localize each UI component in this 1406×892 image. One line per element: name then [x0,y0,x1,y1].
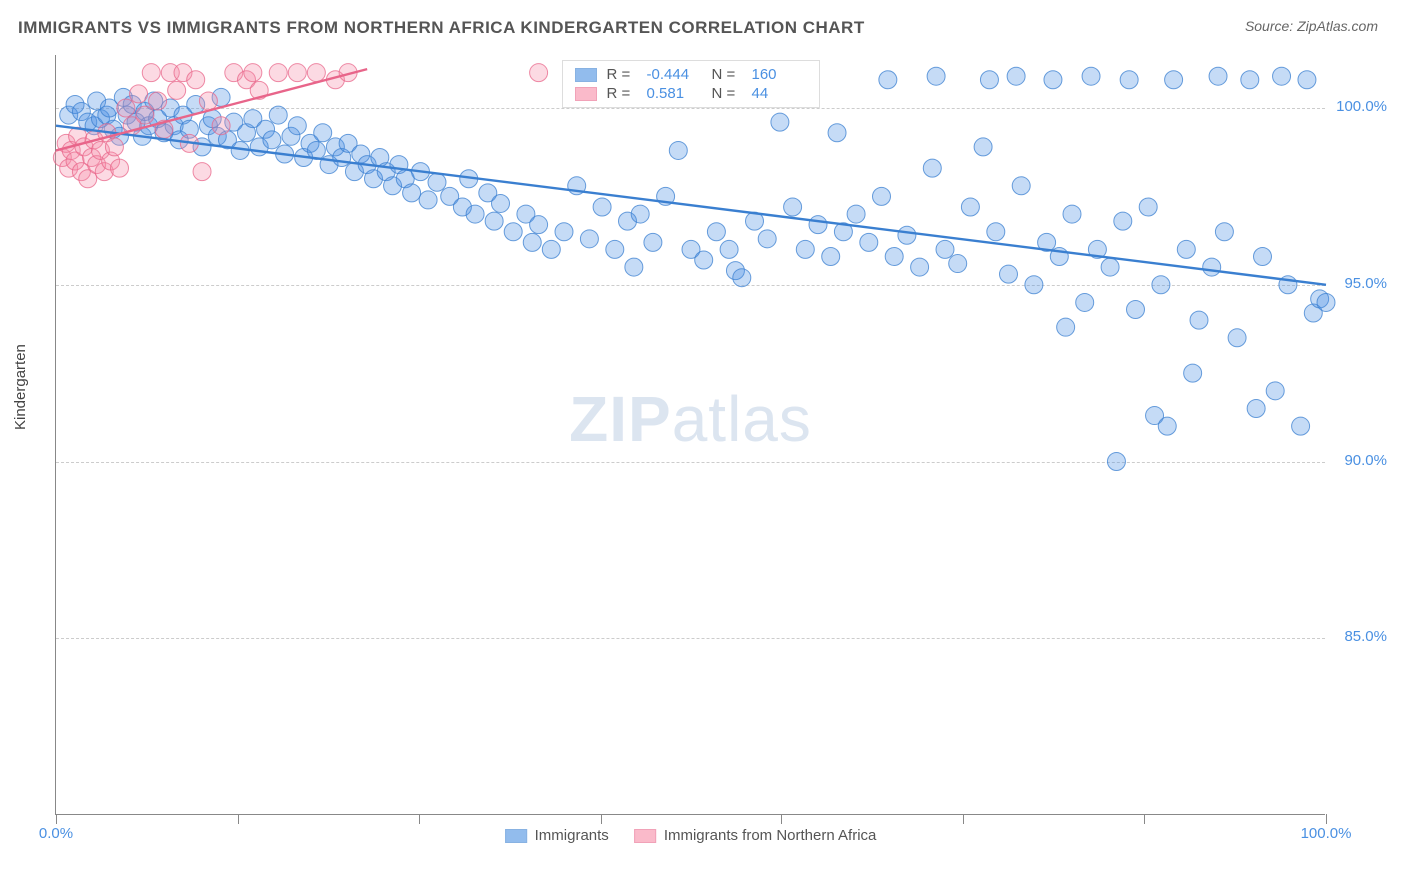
scatter-svg [56,55,1325,814]
y-tick-label: 90.0% [1344,452,1387,469]
x-tick-label: 100.0% [1301,825,1352,842]
y-tick-label: 95.0% [1344,275,1387,292]
x-tick-label: 0.0% [39,825,73,842]
swatch-series-1-bottom [505,829,527,843]
swatch-series-2 [575,87,597,101]
chart-title: IMMIGRANTS VS IMMIGRANTS FROM NORTHERN A… [18,18,865,38]
y-tick-label: 100.0% [1336,98,1387,115]
legend-stats-row-1: R = -0.444 N = 160 [575,65,807,84]
y-axis-label: Kindergarten [12,344,29,430]
swatch-series-2-bottom [634,829,656,843]
legend-stats-row-2: R = 0.581 N = 44 [575,84,807,103]
y-tick-label: 85.0% [1344,628,1387,645]
legend-bottom: Immigrants Immigrants from Northern Afri… [505,827,877,844]
plot-area: ZIPatlas R = -0.444 N = 160 R = 0.581 N … [55,55,1325,815]
legend-item-1: Immigrants [505,827,609,844]
legend-stats: R = -0.444 N = 160 R = 0.581 N = 44 [562,60,820,108]
swatch-series-1 [575,68,597,82]
legend-item-2: Immigrants from Northern Africa [634,827,877,844]
source-label: Source: ZipAtlas.com [1245,18,1378,34]
